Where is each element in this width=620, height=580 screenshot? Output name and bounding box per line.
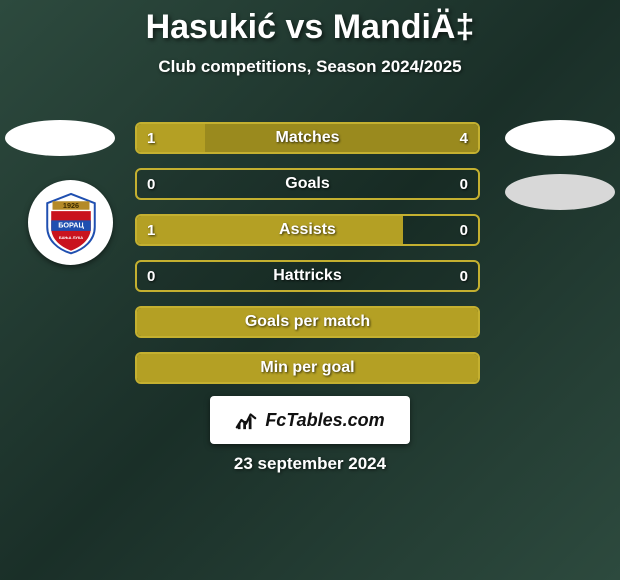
bar-value-right: 0 (460, 170, 468, 198)
stats-bars: Matches14Goals00Assists10Hattricks00Goal… (135, 122, 480, 384)
subtitle: Club competitions, Season 2024/2025 (0, 57, 620, 77)
player-a-name: Hasukić (146, 8, 276, 46)
bar-label: Min per goal (137, 354, 478, 382)
bar-value-left: 1 (147, 124, 155, 152)
stat-bar: Hattricks0 0 (135, 260, 480, 292)
bar-value-right: 0 (460, 262, 468, 290)
bar-value-right: 4 (460, 124, 468, 152)
player-b-club-slot (505, 174, 615, 210)
svg-text:БОРАЦ: БОРАЦ (58, 220, 84, 229)
svg-text:БАЊА ЛУКА: БАЊА ЛУКА (58, 234, 82, 239)
player-b-name: MandiÄ‡ (333, 8, 475, 46)
brand-text: FcTables.com (265, 410, 384, 431)
bar-value-left: 1 (147, 216, 155, 244)
page-title: Hasukić vs MandiÄ‡ (0, 0, 620, 47)
bar-value-left: 0 (147, 262, 155, 290)
bar-label: Goals (137, 170, 478, 198)
brand-badge[interactable]: FcTables.com (210, 396, 410, 444)
bar-value-left: 0 (147, 170, 155, 198)
bar-label: Assists (137, 216, 478, 244)
comparison-card: Hasukić vs MandiÄ‡ Club competitions, Se… (0, 0, 620, 580)
stat-bar: Goals per match (135, 306, 480, 338)
date-text: 23 september 2024 (0, 454, 620, 474)
bar-label: Matches (137, 124, 478, 152)
stat-bar: Assists1 0 (135, 214, 480, 246)
bar-label: Goals per match (137, 308, 478, 336)
stat-bar: Min per goal (135, 352, 480, 384)
chart-icon (235, 409, 257, 431)
player-b-slot (505, 120, 615, 156)
player-a-club-badge: 1926 БОРАЦ БАЊА ЛУКА (28, 180, 113, 265)
stat-bar: Matches1 4 (135, 122, 480, 154)
stat-bar: Goals0 0 (135, 168, 480, 200)
player-a-slot (5, 120, 115, 156)
bar-label: Hattricks (137, 262, 478, 290)
svg-text:1926: 1926 (62, 200, 78, 209)
vs-separator: vs (285, 8, 323, 46)
club-crest-icon: 1926 БОРАЦ БАЊА ЛУКА (38, 190, 104, 256)
bar-value-right: 0 (460, 216, 468, 244)
